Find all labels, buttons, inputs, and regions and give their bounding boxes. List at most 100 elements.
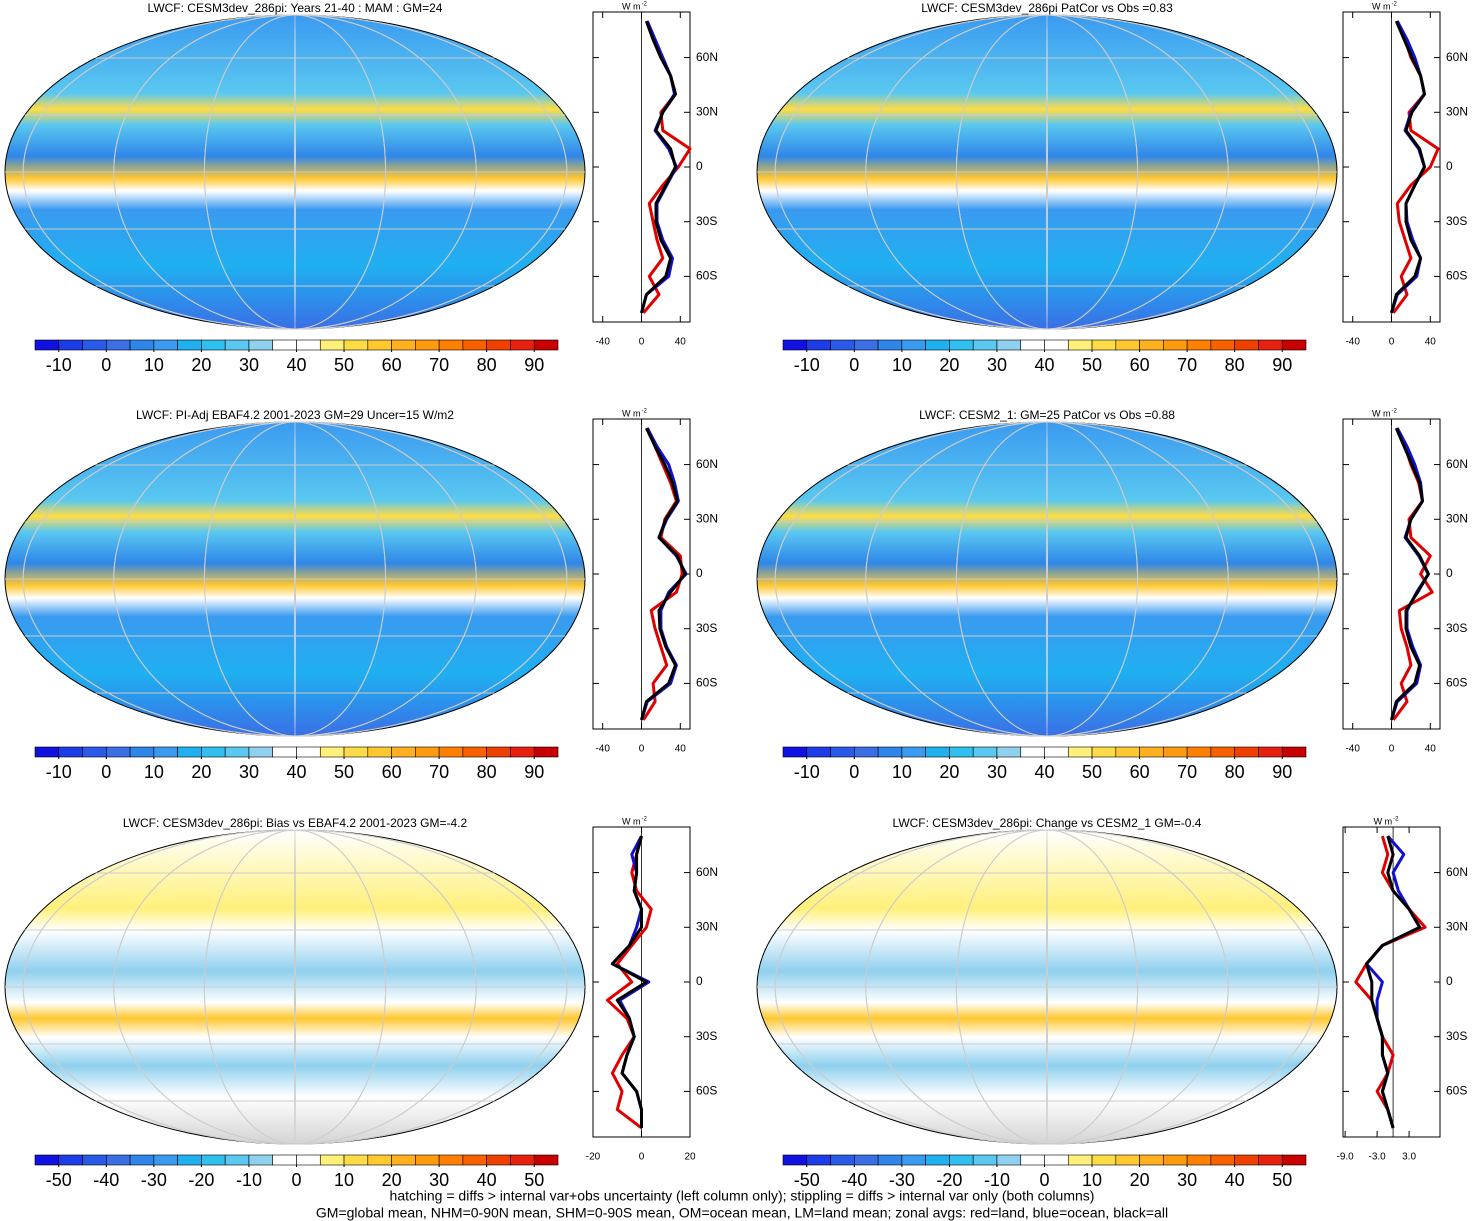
colorbar-box [201,339,226,351]
colorbar-box [806,339,831,351]
colorbar-box [1258,746,1283,758]
y-tick-label: 60N [696,50,718,64]
colorbar-box [1139,339,1164,351]
colorbar-box [1281,746,1307,758]
colorbar-box [486,339,511,351]
y-tick-label: 30N [696,104,718,118]
zonal-line [1392,427,1434,721]
zonal-line [640,427,687,721]
zonal-line [640,427,688,721]
colorbar-label: 90 [1272,762,1292,782]
colorbar-box [533,746,559,758]
colorbar-box [1163,746,1188,758]
y-tick-label: 60S [1446,1084,1467,1098]
colorbar-label: 90 [524,355,544,375]
colorbar-box [510,339,535,351]
colorbar-label: 20 [382,1170,402,1190]
y-tick-label: 30N [1446,919,1468,933]
colorbar-box [58,1154,83,1166]
colorbar-label: 10 [334,1170,354,1190]
colorbar-label: 50 [334,762,354,782]
colorbar-box [1258,339,1283,351]
colorbar-label: 0 [101,355,111,375]
colorbar-label: 10 [144,762,164,782]
colorbar-label: 60 [1130,355,1150,375]
y-tick-label: 0 [696,566,703,580]
colorbar-box [486,746,511,758]
colorbar-label: 40 [477,1170,497,1190]
x-tick-label: 0 [639,744,645,755]
colorbar-label: 10 [144,355,164,375]
y-tick-label: 60N [696,865,718,879]
colorbar-label: 40 [1034,355,1054,375]
colorbar-box [1234,1154,1259,1166]
colorbar-box [854,339,879,351]
colorbar-box [1186,746,1212,758]
y-tick-label: 60S [696,1084,717,1098]
colorbar-box [367,746,392,758]
colorbar-box [1258,1154,1283,1166]
colorbar-box [901,746,926,758]
y-tick-label: 0 [1446,159,1453,173]
colorbar-label: -10 [46,355,72,375]
y-tick-label: 60S [696,269,717,283]
colorbar-box [1186,1154,1212,1166]
colorbar-box [367,339,392,351]
colorbar-label: 20 [191,762,211,782]
colorbar-box [153,1154,178,1166]
colorbar-box [486,1154,511,1166]
colorbar-box [806,746,831,758]
colorbar-label: 60 [1130,762,1150,782]
colorbar-box [1091,1154,1117,1166]
colorbar-box [177,339,202,351]
y-tick-label: 30S [696,621,717,635]
y-tick-label: 60S [696,676,717,690]
footer-line: hatching = diffs > internal var+obs unce… [390,1188,1095,1204]
zonal-units: W m [1372,408,1391,418]
y-tick-label: 60N [696,457,718,471]
colorbar-box [1115,1154,1140,1166]
colorbar-box [1067,746,1093,758]
colorbar-box [224,1154,250,1166]
colorbar-label: 30 [987,355,1007,375]
colorbar-box [106,1154,131,1166]
colorbar-box [533,339,559,351]
y-tick-label: 60S [1446,676,1467,690]
y-tick-label: 60N [1446,865,1468,879]
y-tick-label: 60S [1446,269,1467,283]
colorbar-label: 40 [1034,762,1054,782]
colorbar-label: 60 [382,762,402,782]
x-tick-label: -40 [1345,744,1360,755]
colorbar-label: 90 [1272,355,1292,375]
colorbar-box [415,1154,440,1166]
colorbar-box [415,746,440,758]
colorbar-label: 50 [1082,355,1102,375]
colorbar-box [1067,339,1093,351]
colorbar-label: 30 [429,1170,449,1190]
colorbar-label: 0 [849,355,859,375]
colorbar-box [343,339,369,351]
colorbar-box [782,1154,808,1166]
colorbar-box [34,1154,60,1166]
colorbar-label: 70 [1177,355,1197,375]
colorbar-box [996,339,1022,351]
colorbar-box [367,1154,392,1166]
colorbar-label: 20 [939,355,959,375]
colorbar-box [1281,339,1307,351]
y-tick-label: 30S [1446,214,1467,228]
colorbar-box [949,339,974,351]
colorbar-box [296,1154,321,1166]
colorbar-box [925,1154,950,1166]
colorbar-box [830,746,855,758]
x-tick-label: -40 [1345,337,1360,348]
x-tick-label: -9.0 [1337,1152,1355,1163]
colorbar-box [177,1154,202,1166]
x-tick-label: -40 [595,337,610,348]
colorbar-box [949,746,974,758]
colorbar-box [854,746,879,758]
colorbar-box [1115,339,1140,351]
colorbar-box [153,746,178,758]
colorbar-label: 70 [1177,762,1197,782]
colorbar-label: 50 [524,1170,544,1190]
colorbar-box [510,1154,535,1166]
